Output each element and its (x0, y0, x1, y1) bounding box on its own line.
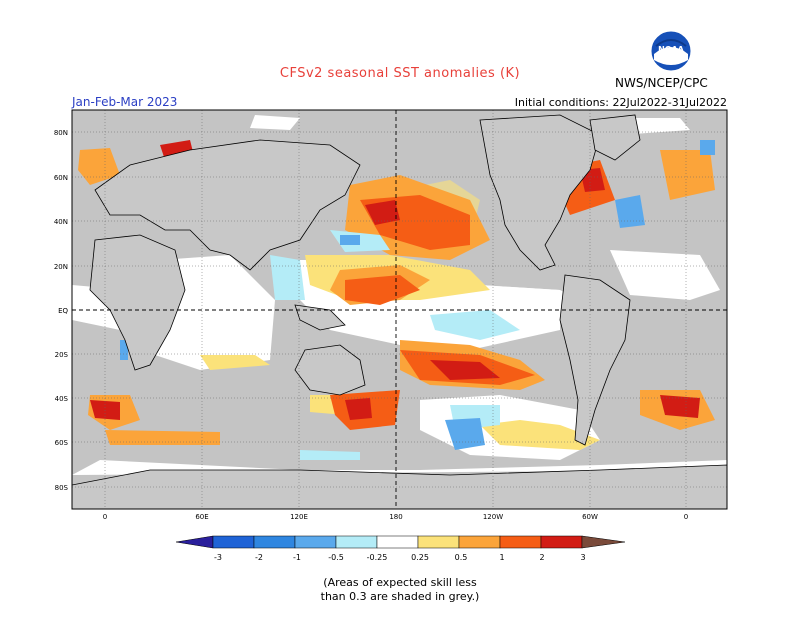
colorbar-label: -0.5 (328, 553, 344, 562)
lat-labels: 80N 60N 40N 20N EQ 20S 40S 60S 80S (54, 129, 69, 492)
lat-label: 80N (54, 129, 68, 137)
skill-footnote: (Areas of expected skill less than 0.3 a… (0, 576, 800, 604)
season-label: Jan-Feb-Mar 2023 (72, 95, 178, 109)
lat-label: 80S (55, 484, 69, 492)
very-strong-warm-regions (90, 140, 700, 420)
colorbar-swatch (540, 535, 583, 549)
lat-label: EQ (58, 307, 68, 315)
lat-label: 60N (54, 174, 68, 182)
colorbar-swatch (499, 535, 542, 549)
colorbar-label: 0.5 (455, 553, 468, 562)
colorbar-label: 1 (499, 553, 504, 562)
colorbar-label: -2 (255, 553, 263, 562)
lon-label: 60W (582, 513, 598, 521)
colorbar-swatch (212, 535, 255, 549)
initial-conditions-label: Initial conditions: 22Jul2022-31Jul2022 (514, 96, 727, 109)
colorbar-label: -0.25 (367, 553, 388, 562)
colorbar-min-arrow (175, 535, 214, 549)
map-border (71, 109, 728, 510)
lon-labels: 0 60E 120E 180 120W 60W 0 (103, 513, 688, 521)
colorbar-swatch (253, 535, 296, 549)
colorbar-label: -1 (293, 553, 301, 562)
agency-label: NWS/NCEP/CPC (615, 76, 708, 90)
colorbar-swatch (458, 535, 501, 549)
footnote-line: (Areas of expected skill less (323, 576, 477, 589)
lon-label: 180 (389, 513, 402, 521)
lon-label: 60E (195, 513, 208, 521)
lon-label: 120W (483, 513, 503, 521)
colorbar-label: -3 (214, 553, 222, 562)
lon-label: 120E (290, 513, 308, 521)
noaa-logo-text: NOAA (658, 45, 684, 54)
landmasses (72, 114, 727, 509)
colorbar-swatch (376, 535, 419, 549)
lon-label: 0 (684, 513, 688, 521)
map-title: CFSv2 seasonal SST anomalies (K) (279, 66, 521, 81)
lat-label: 60S (55, 439, 69, 447)
footnote-line: than 0.3 are shaded in grey.) (320, 590, 480, 603)
colorbar-label: 2 (539, 553, 544, 562)
weak-cool-regions (270, 230, 520, 460)
map-content (72, 110, 727, 509)
lat-label: 20S (55, 351, 69, 359)
graticule (72, 110, 727, 509)
colorbar-swatch (294, 535, 337, 549)
colorbar: -3 -2 -1 -0.5 -0.25 0.25 0.5 1 2 3 (175, 535, 626, 562)
colorbar-label: 0.25 (411, 553, 429, 562)
colorbar-swatch (417, 535, 460, 549)
lat-label: 20N (54, 263, 68, 271)
colorbar-max-arrow (581, 535, 626, 549)
colorbar-label: 3 (580, 553, 585, 562)
lat-label: 40N (54, 218, 68, 226)
reference-lines (72, 110, 727, 509)
lon-label: 0 (103, 513, 107, 521)
noaa-logo-icon: NOAA (650, 30, 692, 72)
colorbar-swatch (335, 535, 378, 549)
lat-label: 40S (55, 395, 69, 403)
